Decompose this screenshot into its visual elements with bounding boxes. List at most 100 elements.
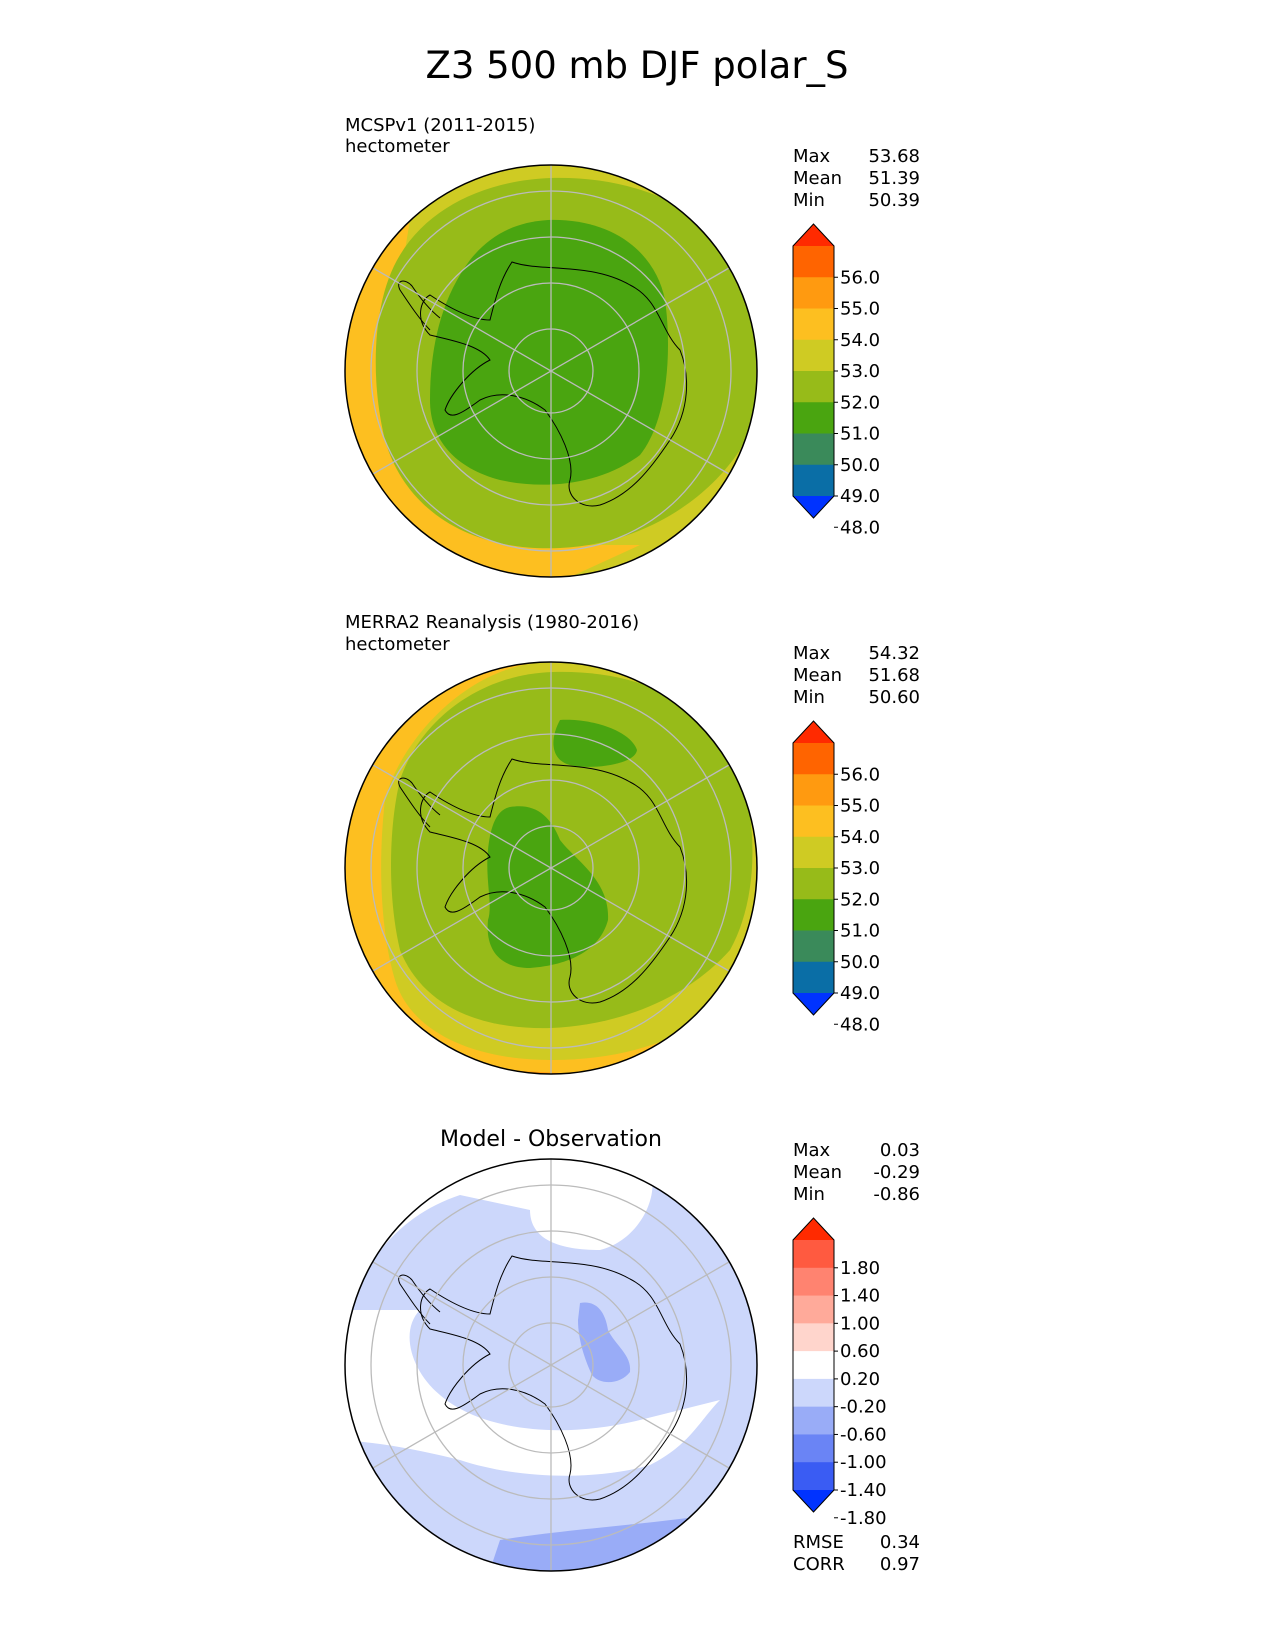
panel-model-stat-max-label: Max	[793, 146, 831, 167]
panel-diff-metric-corr-label: CORR	[793, 1554, 845, 1575]
colorbar-1-segment-2	[793, 805, 834, 838]
panel-diff-stat-max-value: 0.03	[880, 1140, 920, 1161]
colorbar-2-segment-0	[793, 1240, 834, 1269]
panel-model-units: hectometer	[345, 136, 450, 157]
colorbar-0-tick-label: 50.0	[840, 455, 880, 476]
colorbar-0-extend-bottom	[793, 496, 834, 518]
panel-obs-colorbar: 56.0 55.0 54.0 53.0 52.0 51.0 50.0 49.0 48.0	[792, 720, 880, 1035]
colorbar-0-segment-0	[793, 246, 834, 278]
panel-diff-map-frame	[344, 1158, 758, 1572]
colorbar-1-tick-label: 49.0	[840, 983, 880, 1004]
colorbar-1-tick-label: 48.0	[840, 1014, 880, 1035]
panel-diff-stat-max-label: Max	[793, 1140, 831, 1161]
panel-model-graticule	[370, 165, 732, 577]
colorbar-2-segment-4	[793, 1351, 834, 1380]
colorbar-2-segment-5	[793, 1378, 834, 1408]
panel-obs-units: hectometer	[345, 634, 450, 655]
panel-diff-metric-corr-value: 0.97	[880, 1554, 920, 1575]
colorbar-0-segment-6	[793, 433, 834, 466]
colorbar-1-tick-label: 50.0	[840, 952, 880, 973]
colorbar-2-segment-1	[793, 1267, 834, 1297]
panel-model-coastline	[398, 261, 688, 507]
colorbar-1-segment-0	[793, 743, 834, 775]
colorbar-0-tick-label: 49.0	[840, 486, 880, 507]
panel-model: MCSPv1 (2011-2015) hectometer Max 53.68 …	[344, 115, 920, 578]
colorbar-1-tick-label: 54.0	[840, 827, 880, 848]
colorbar-1-segment-1	[793, 774, 834, 806]
colorbar-0-tick-label: 55.0	[840, 299, 880, 320]
panel-obs-stat-max-label: Max	[793, 643, 831, 664]
panel-diff-metric-rmse-value: 0.34	[880, 1532, 920, 1553]
colorbar-2-tick-label: -1.80	[840, 1508, 887, 1529]
colorbar-0-tick-label: 54.0	[840, 330, 880, 351]
panel-obs-coastline	[398, 758, 688, 1004]
panel-diff-map	[345, 1159, 757, 1571]
colorbar-2-tick-label: 1.00	[840, 1313, 880, 1334]
colorbar-2-tick-label: -0.20	[840, 1397, 887, 1418]
panel-model-colorbar: 56.0 55.0 54.0 53.0 52.0 51.0 50.0 49.0 48.0	[792, 223, 880, 538]
colorbar-0-tick-label: 52.0	[840, 392, 880, 413]
colorbar-2-tick-label: 0.20	[840, 1369, 880, 1390]
colorbar-2-tick-label: -0.60	[840, 1424, 887, 1445]
panel-diff-graticule	[370, 1159, 732, 1571]
colorbar-0-segment-4	[793, 371, 834, 403]
colorbar-2-tick-label: 1.80	[840, 1258, 880, 1279]
colorbar-0-tick-label: 53.0	[840, 361, 880, 382]
panel-diff-field-neg02-neg06-inner	[475, 1258, 679, 1414]
colorbar-2-tick-label: -1.00	[840, 1452, 887, 1473]
colorbar-0-segment-1	[793, 277, 834, 309]
colorbar-1-segment-5	[793, 899, 834, 931]
figure-title: Z3 500 mb DJF polar_S	[425, 44, 848, 87]
panel-model-stat-min-label: Min	[793, 190, 825, 211]
panel-obs-stat-mean-value: 51.68	[868, 665, 920, 686]
colorbar-0-segment-5	[793, 402, 834, 434]
colorbar-2-segment-7	[793, 1434, 834, 1463]
colorbar-2-segment-2	[793, 1295, 834, 1324]
panel-diff-coastline	[398, 1255, 688, 1501]
panel-model-field-50-51	[430, 219, 669, 485]
colorbar-2-tick-label: -1.40	[840, 1480, 887, 1501]
panel-obs-stat-min-value: 50.60	[868, 687, 920, 708]
panel-obs-stats: Max 54.32 Mean 51.68 Min 50.60	[793, 643, 920, 708]
panel-obs-field-51-52	[391, 671, 753, 1029]
colorbar-2-tick-label: 1.40	[840, 1286, 880, 1307]
panel-obs-graticule	[370, 662, 732, 1074]
panel-obs-stat-min-label: Min	[793, 687, 825, 708]
panel-diff-colorbar: 1.80 1.40 1.00 0.60 0.20 -0.20 -0.60 -1.00 -1.40…	[792, 1217, 887, 1529]
colorbar-1-extend-top	[793, 721, 834, 743]
colorbar-0-tick-label: 48.0	[840, 517, 880, 538]
panel-model-title: MCSPv1 (2011-2015)	[345, 115, 535, 136]
panel-diff-stat-mean-label: Mean	[793, 1162, 842, 1183]
colorbar-1-segment-6	[793, 930, 834, 963]
colorbar-0-tick-label: 51.0	[840, 424, 880, 445]
colorbar-2-tick-label: 0.60	[840, 1341, 880, 1362]
panel-model-stats: Max 53.68 Mean 51.39 Min 50.39	[793, 146, 920, 211]
colorbar-0-segment-3	[793, 339, 834, 372]
panel-diff-stat-mean-value: -0.29	[873, 1162, 920, 1183]
colorbar-1-extend-bottom	[793, 993, 834, 1015]
panel-obs-field-50-51-north	[553, 719, 637, 767]
colorbar-1-segment-4	[793, 868, 834, 900]
panel-model-stat-min-value: 50.39	[868, 190, 920, 211]
colorbar-1-tick-label: 53.0	[840, 858, 880, 879]
panel-diff-stat-min-label: Min	[793, 1184, 825, 1205]
panel-obs-field-50-51-central	[487, 806, 609, 968]
colorbar-0-tick-label: 56.0	[840, 267, 880, 288]
panel-obs-map-frame	[344, 661, 758, 1075]
colorbar-2-segment-8	[793, 1462, 834, 1491]
panel-model-stat-mean-label: Mean	[793, 168, 842, 189]
panel-model-stat-mean-value: 51.39	[868, 168, 920, 189]
panel-model-stat-max-value: 53.68	[868, 146, 920, 167]
colorbar-1-segment-7	[793, 961, 834, 994]
colorbar-0-segment-2	[793, 308, 834, 341]
colorbar-2-segment-6	[793, 1406, 834, 1435]
colorbar-1-segment-3	[793, 836, 834, 869]
panel-obs-title: MERRA2 Reanalysis (1980-2016)	[345, 612, 639, 633]
panel-obs-map	[345, 662, 757, 1074]
panel-obs-stat-mean-label: Mean	[793, 665, 842, 686]
panel-diff-stats: Max 0.03 Mean -0.29 Min -0.86	[793, 1140, 920, 1205]
panel-diff-title: Model - Observation	[440, 1127, 662, 1152]
colorbar-1-tick-label: 51.0	[840, 921, 880, 942]
panel-diff: Model - Observation Max 0.03 Mean -0	[344, 1127, 920, 1575]
